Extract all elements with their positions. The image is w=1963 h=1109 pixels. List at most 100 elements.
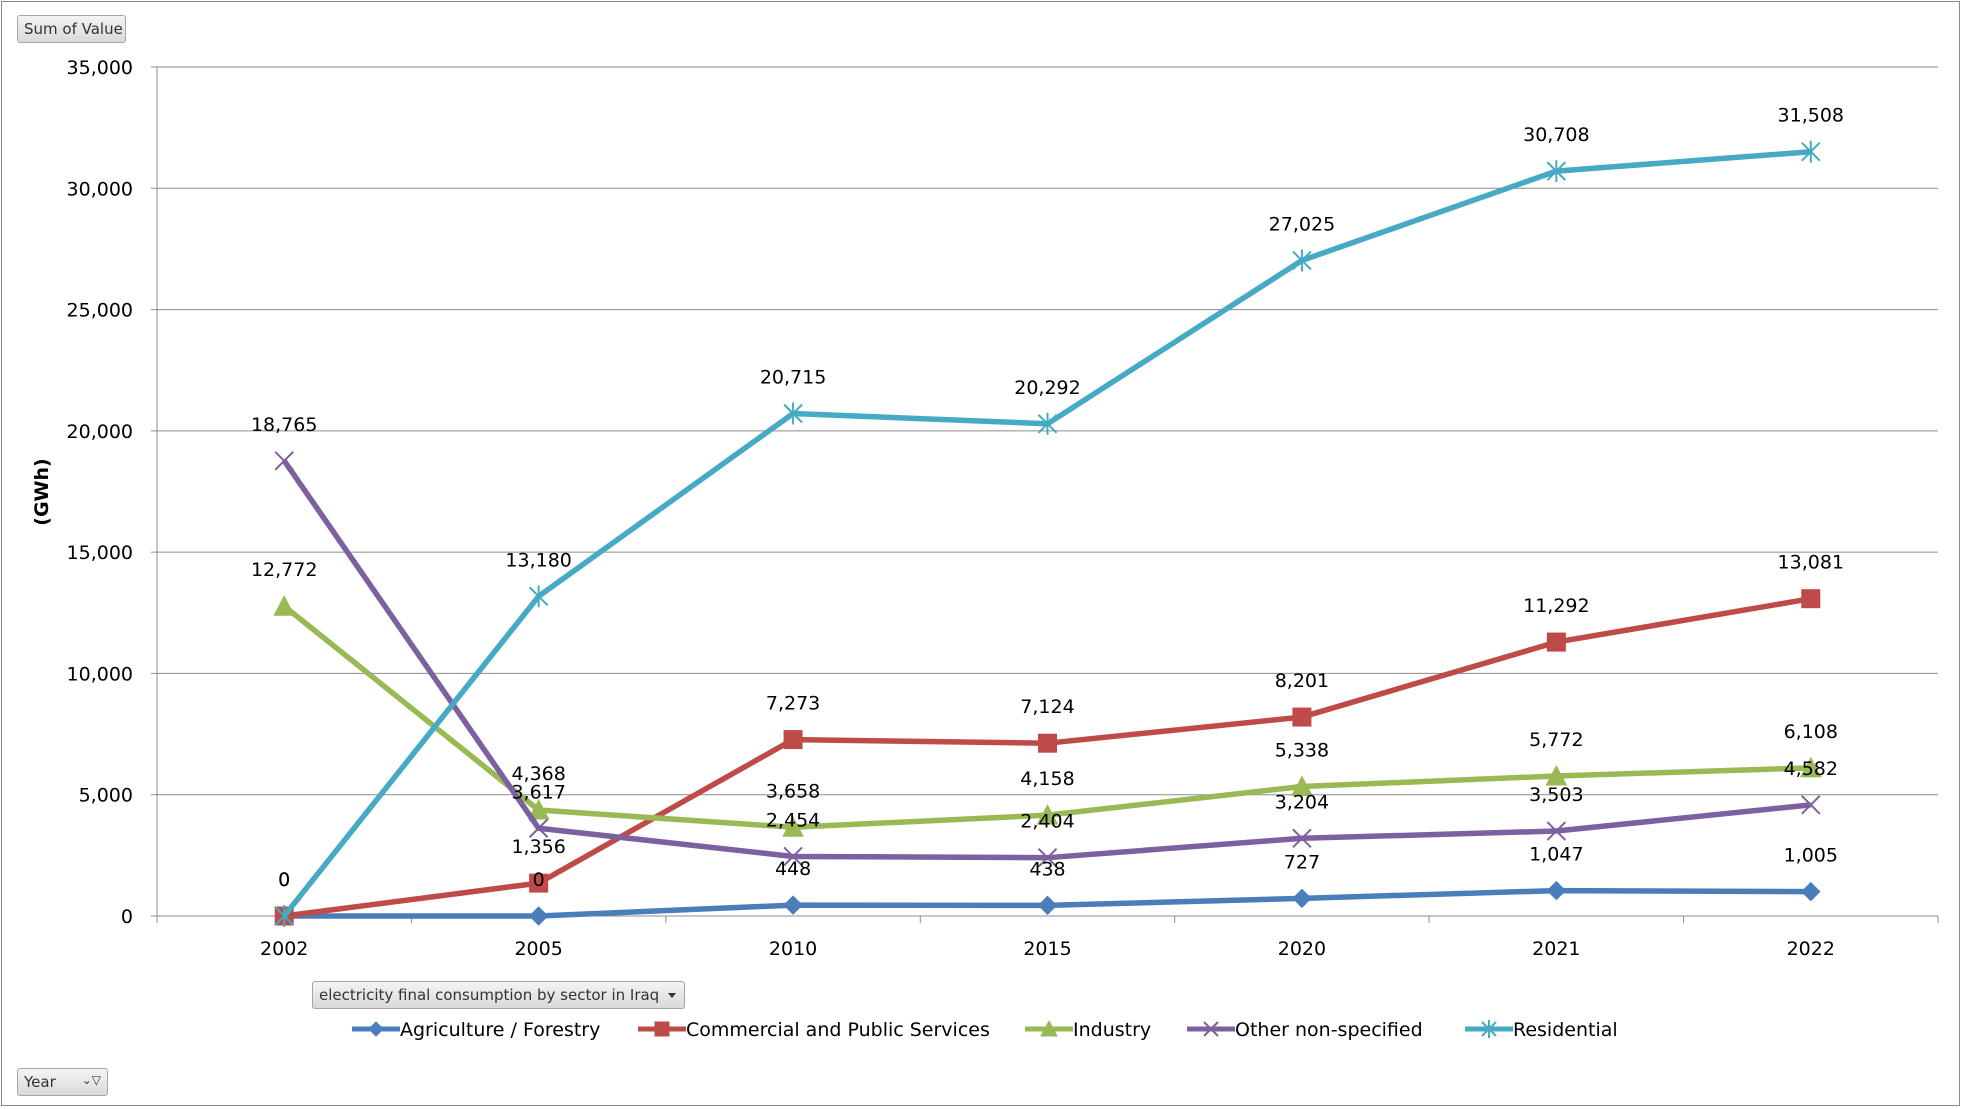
data-label: 20,715 bbox=[760, 367, 826, 389]
data-label: 12,772 bbox=[251, 559, 317, 581]
data-label: 3,503 bbox=[1529, 784, 1583, 806]
data-label: 3,204 bbox=[1275, 791, 1329, 813]
data-label: 8,201 bbox=[1275, 670, 1329, 692]
series-2 bbox=[273, 595, 1822, 837]
data-label: 11,292 bbox=[1523, 595, 1589, 617]
data-label: 0 bbox=[278, 869, 290, 891]
data-label: 7,124 bbox=[1020, 696, 1074, 718]
data-label: 3,658 bbox=[766, 780, 820, 802]
data-label: 27,025 bbox=[1269, 213, 1335, 235]
data-point bbox=[1546, 880, 1567, 901]
filter-icon[interactable]: ⌄▽ bbox=[81, 1073, 101, 1087]
legend: Agriculture / Forestry Commercial and Pub… bbox=[352, 1019, 1618, 1041]
y-tick-label: 25,000 bbox=[67, 300, 133, 322]
legend-item: Industry bbox=[1025, 1019, 1151, 1041]
y-tick-label: 0 bbox=[121, 906, 133, 928]
legend-item: Residential bbox=[1465, 1019, 1618, 1041]
data-label: 448 bbox=[775, 858, 811, 880]
series-0 bbox=[274, 880, 1821, 926]
data-label: 0 bbox=[278, 869, 290, 891]
data-point bbox=[273, 595, 296, 616]
data-point bbox=[1546, 160, 1567, 183]
series-4 bbox=[274, 140, 1821, 927]
axis-field-dropdown[interactable]: Year ⌄▽ bbox=[17, 1068, 108, 1096]
data-label: 6,108 bbox=[1784, 721, 1838, 743]
data-point bbox=[1292, 828, 1312, 848]
data-label: 727 bbox=[1284, 851, 1320, 873]
value-field-label: Sum of Value bbox=[24, 20, 123, 38]
data-point bbox=[1038, 733, 1057, 753]
value-field-button[interactable]: Sum of Value bbox=[17, 15, 126, 43]
data-label: 13,180 bbox=[505, 549, 571, 571]
x-tick-label: 2021 bbox=[1532, 938, 1580, 960]
data-point bbox=[1546, 821, 1567, 841]
data-point bbox=[1799, 756, 1822, 778]
data-label: 18,765 bbox=[251, 414, 317, 436]
y-tick-label: 15,000 bbox=[67, 542, 133, 564]
data-point bbox=[1801, 140, 1821, 163]
data-point bbox=[1292, 707, 1312, 727]
chevron-down-icon[interactable] bbox=[668, 993, 676, 998]
data-point bbox=[1801, 795, 1821, 815]
x-tick-label: 2015 bbox=[1023, 938, 1071, 960]
legend-label: Agriculture / Forestry bbox=[400, 1019, 600, 1041]
data-label: 7,273 bbox=[766, 693, 820, 715]
data-point bbox=[1801, 881, 1821, 902]
legend-label: Industry bbox=[1073, 1019, 1151, 1041]
data-point bbox=[1040, 1019, 1058, 1037]
data-point bbox=[783, 730, 803, 750]
data-point bbox=[782, 816, 804, 837]
data-point bbox=[1801, 589, 1821, 609]
x-tick-label: 2022 bbox=[1787, 938, 1835, 960]
data-label: 5,772 bbox=[1529, 729, 1583, 751]
data-label: 4,158 bbox=[1020, 768, 1074, 790]
data-label: 4,368 bbox=[511, 763, 565, 785]
data-label: 20,292 bbox=[1014, 377, 1080, 399]
data-point bbox=[1546, 632, 1566, 652]
filter-field-dropdown[interactable]: electricity final consumption by sector … bbox=[312, 981, 685, 1009]
data-label: 438 bbox=[1029, 858, 1065, 880]
data-point bbox=[528, 906, 549, 926]
data-point bbox=[528, 818, 549, 838]
y-tick-label: 20,000 bbox=[67, 421, 133, 443]
legend-label: Residential bbox=[1513, 1019, 1618, 1041]
data-point bbox=[527, 798, 550, 820]
data-label: 2,404 bbox=[1020, 811, 1074, 833]
data-point bbox=[1037, 847, 1058, 868]
y-tick-label: 5,000 bbox=[79, 785, 133, 807]
data-label: 1,005 bbox=[1784, 845, 1838, 867]
data-point bbox=[1037, 412, 1058, 435]
x-tick-label: 2002 bbox=[260, 938, 308, 960]
legend-label: Commercial and Public Services bbox=[686, 1019, 990, 1041]
data-point bbox=[1203, 1021, 1219, 1037]
data-point bbox=[654, 1021, 670, 1037]
axes: 0 5,000 10,000 15,000 20,000 25,000 30,000 35,0… bbox=[67, 57, 1939, 960]
filter-field-label: electricity final consumption by sector … bbox=[319, 986, 660, 1004]
data-point bbox=[529, 873, 549, 893]
y-tick-label: 35,000 bbox=[67, 57, 133, 79]
data-point bbox=[1545, 764, 1568, 786]
data-point bbox=[783, 846, 803, 867]
series-lines bbox=[273, 140, 1822, 927]
data-point bbox=[368, 1021, 384, 1037]
x-tick-label: 2005 bbox=[514, 938, 562, 960]
data-point bbox=[274, 905, 294, 927]
data-label: 0 bbox=[533, 869, 545, 891]
x-tick-label: 2010 bbox=[769, 938, 817, 960]
y-tick-label: 10,000 bbox=[67, 663, 133, 685]
data-label: 2,454 bbox=[766, 809, 820, 831]
data-label: 1,356 bbox=[511, 836, 565, 858]
data-point bbox=[1292, 888, 1312, 909]
series-3 bbox=[274, 451, 1821, 868]
data-point bbox=[1292, 249, 1312, 272]
data-label: 4,582 bbox=[1784, 758, 1838, 780]
data-label: 30,708 bbox=[1523, 124, 1589, 146]
data-point bbox=[783, 895, 803, 915]
data-point bbox=[528, 585, 549, 608]
data-label: 1,047 bbox=[1529, 844, 1583, 866]
data-point bbox=[274, 451, 294, 471]
data-label: 31,508 bbox=[1778, 105, 1844, 127]
